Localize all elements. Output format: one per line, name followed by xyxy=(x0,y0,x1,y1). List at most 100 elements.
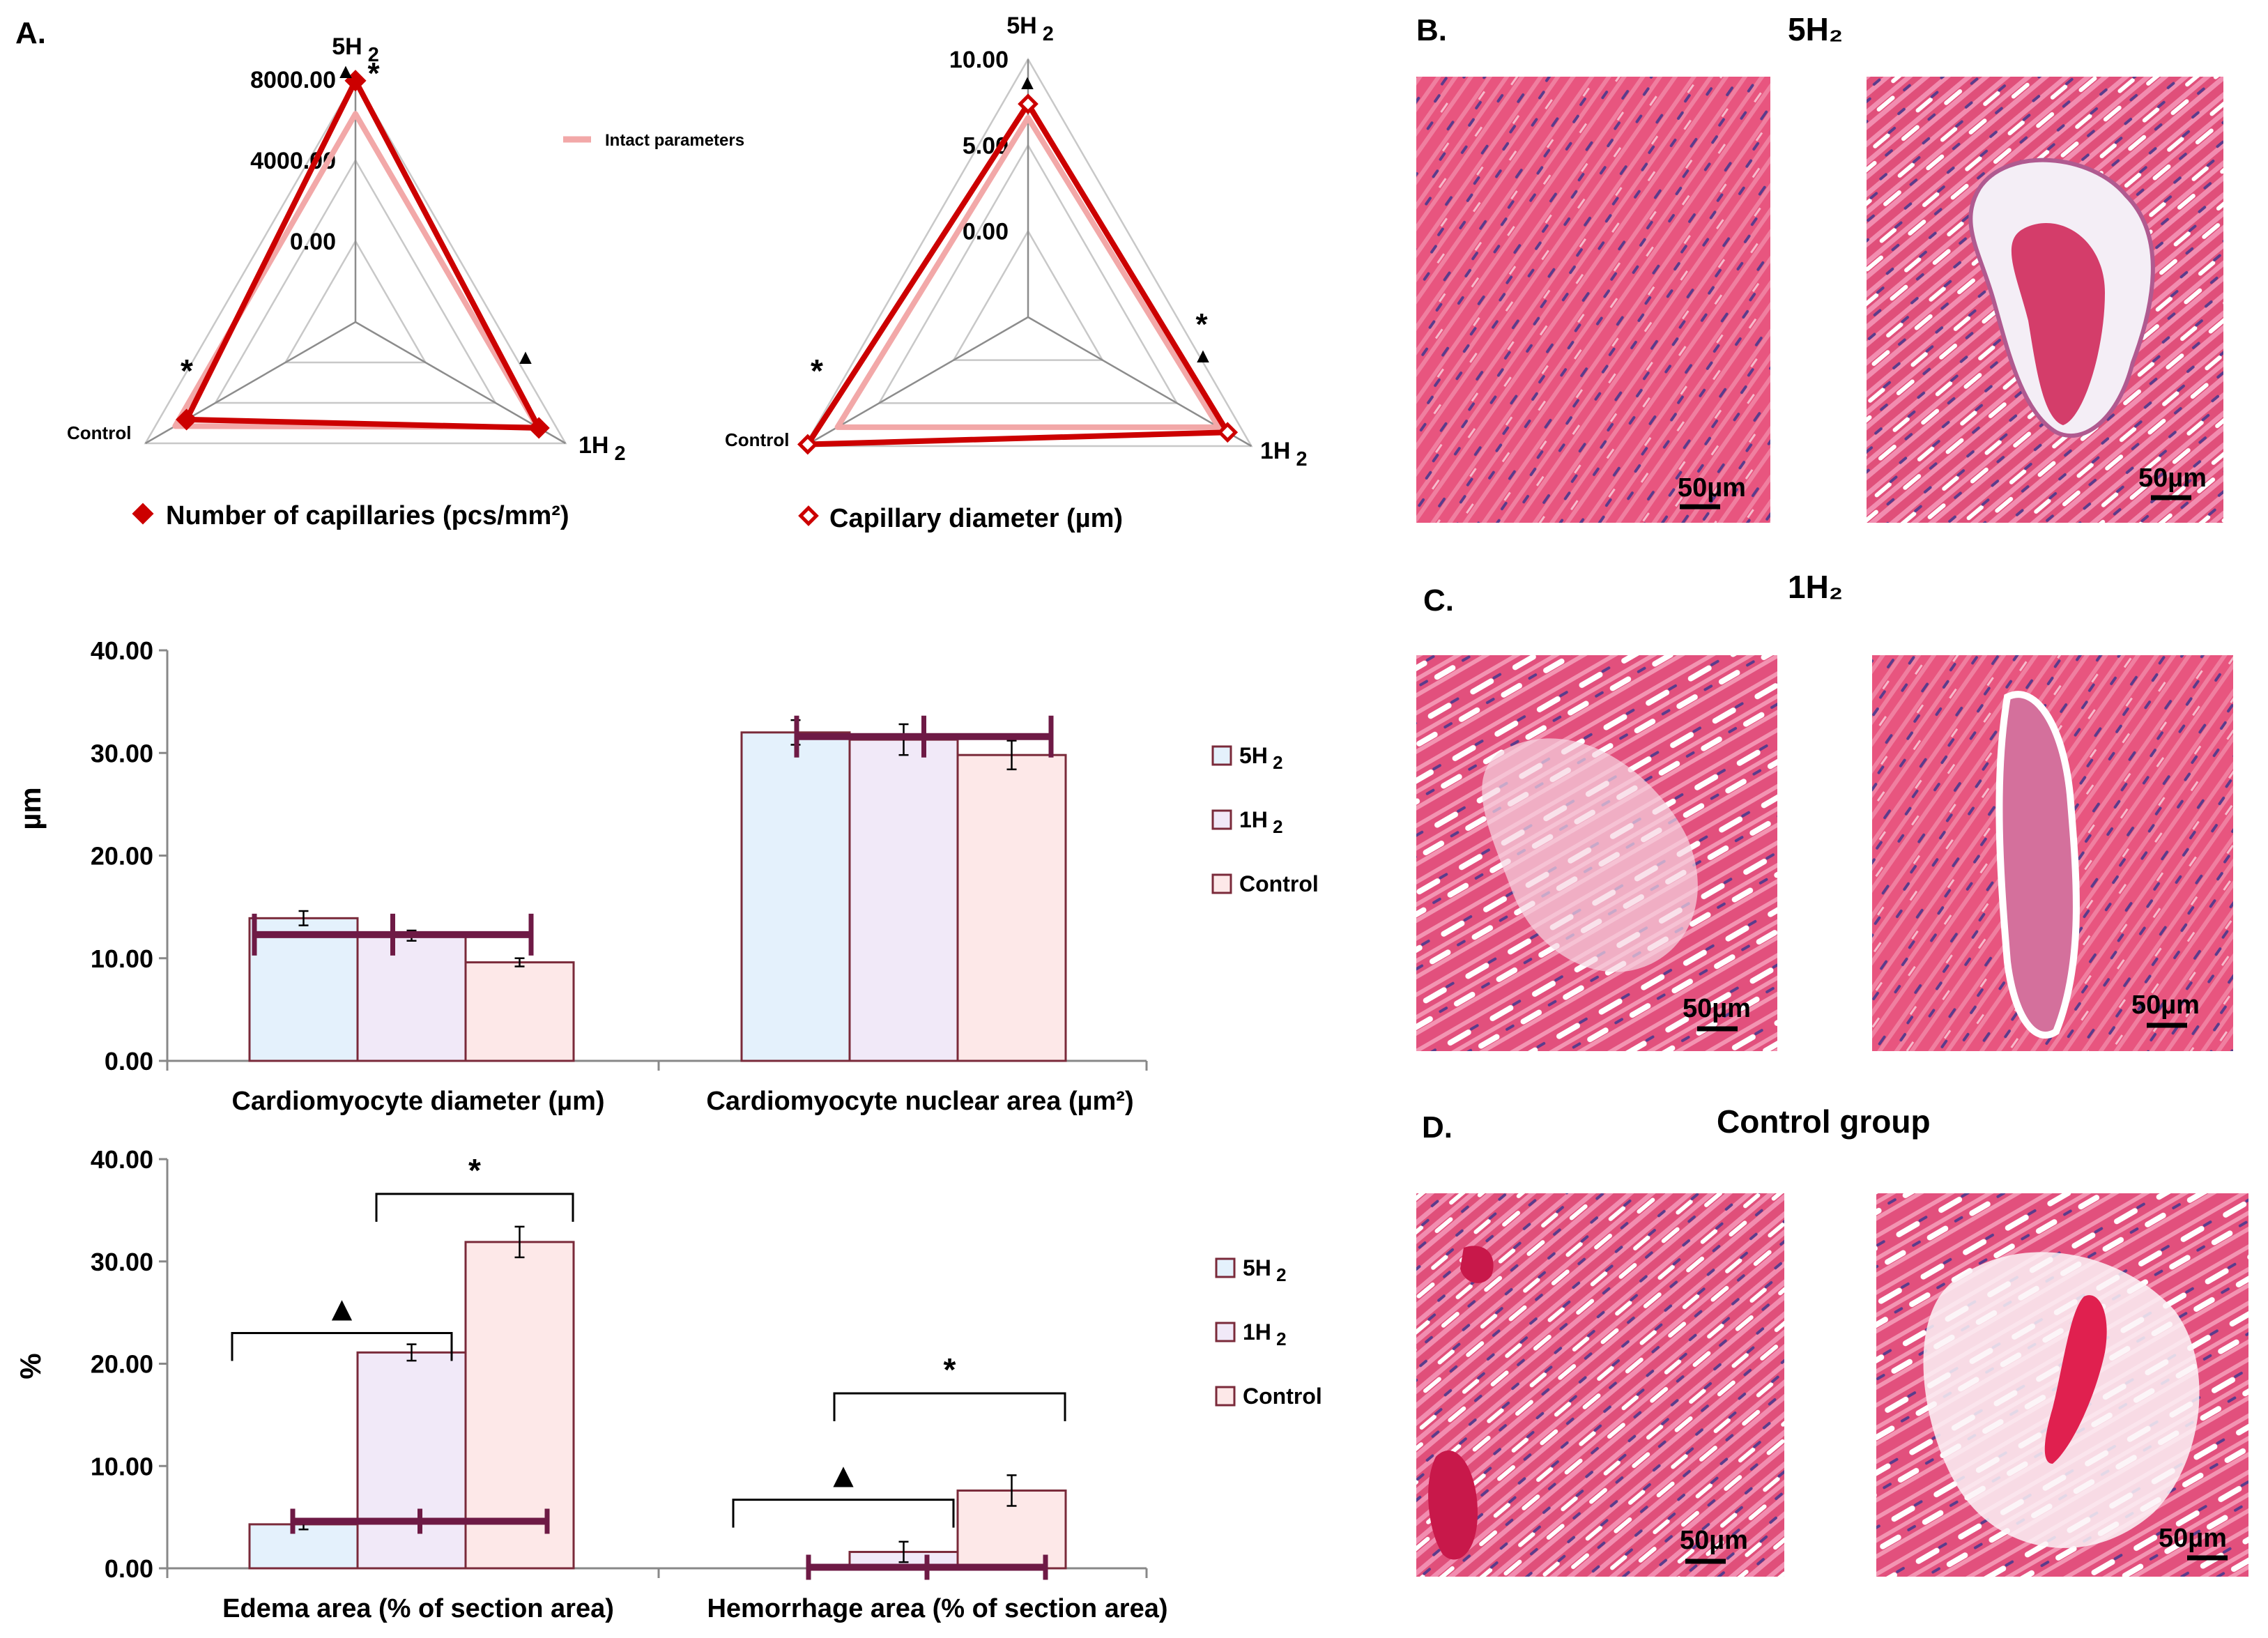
scale-label-d-left: 50µm xyxy=(1680,1526,1748,1555)
scale-label-c-left: 50µm xyxy=(1683,994,1751,1023)
legend-intact-label: Intact parameters xyxy=(605,131,744,150)
significance-marker: ▲ xyxy=(826,1456,861,1495)
legend-label: 1H 2 xyxy=(1243,1319,1287,1349)
y-axis-label: % xyxy=(14,1353,47,1379)
y-tick-label: 40.00 xyxy=(91,636,153,665)
significance-marker: * xyxy=(181,353,193,389)
significance-marker: * xyxy=(944,1352,956,1388)
legend-label: Control xyxy=(1243,1384,1322,1409)
legend-swatch xyxy=(1211,745,1232,766)
scale-label-d-right: 50µm xyxy=(2159,1524,2227,1553)
radar-intact-line xyxy=(834,114,1222,430)
significance-marker: * xyxy=(367,56,380,91)
bar xyxy=(740,731,851,1062)
radar-point xyxy=(1217,422,1239,443)
y-tick-label: 20.00 xyxy=(91,1350,153,1379)
grid-ring-3 xyxy=(803,57,1253,447)
photo-d-hemorrhage xyxy=(1428,1451,1478,1560)
legend-capillary-number-label: Number of capillaries (pcs/mm²) xyxy=(166,501,569,530)
legend-label: 5H 2 xyxy=(1239,743,1283,773)
bar xyxy=(464,961,575,1062)
panel-c-title: 1H₂ xyxy=(1788,569,1843,605)
y-tick-label: 30.00 xyxy=(91,1248,153,1276)
panel-letter-b: B. xyxy=(1416,13,1447,47)
bar xyxy=(464,1241,575,1570)
legend-capillary-number-marker xyxy=(132,503,154,525)
significance-bracket xyxy=(375,1193,574,1222)
histology-panel-d: Control group 50µm 50µm xyxy=(1416,1103,2248,1577)
radar-point xyxy=(176,408,198,431)
significance-bracket xyxy=(231,1331,453,1361)
panel-b-title: 5H₂ xyxy=(1788,11,1843,47)
category-label: Cardiomyocyte nuclear area (µm²) xyxy=(706,1087,1133,1116)
legend-swatch xyxy=(1215,1322,1236,1342)
bar xyxy=(848,738,959,1062)
significance-marker: ▲ xyxy=(325,1289,360,1328)
legend-swatch xyxy=(1211,809,1232,830)
photo-d-hemorrhage-2 xyxy=(1460,1246,1494,1283)
radar-tick-label: 8000.00 xyxy=(250,67,336,93)
bar xyxy=(248,1523,359,1570)
panel-d-title: Control group xyxy=(1717,1103,1931,1140)
category-label: Cardiomyocyte diameter (µm) xyxy=(231,1087,604,1116)
significance-bracket xyxy=(833,1392,1066,1422)
bar xyxy=(956,753,1067,1062)
radar-axis-label: Control xyxy=(725,429,789,450)
significance-marker: * xyxy=(1195,307,1208,342)
grid-ring-2 xyxy=(213,158,498,404)
photo-b-blood xyxy=(2011,223,2105,425)
category-label: Hemorrhage area (% of section area) xyxy=(707,1594,1167,1623)
y-tick-label: 20.00 xyxy=(91,842,153,871)
grid-ring-2 xyxy=(878,143,1179,404)
significance-marker: * xyxy=(811,353,823,389)
radar-intact-line xyxy=(172,111,541,430)
legend-capillary-diameter-marker xyxy=(798,505,819,526)
radar-axis-label: Control xyxy=(67,422,131,443)
radar-axis-label: 1H 2 xyxy=(579,432,626,465)
bar xyxy=(248,917,359,1062)
photo-c-damage xyxy=(1482,738,1698,972)
scale-label-b-left: 50µm xyxy=(1678,473,1746,503)
radar-axis-label: 1H 2 xyxy=(1260,438,1308,470)
y-tick-label: 10.00 xyxy=(91,1452,153,1480)
y-tick-label: 10.00 xyxy=(91,944,153,973)
significance-marker: ▲ xyxy=(515,346,536,369)
panel-letter-c: C. xyxy=(1423,583,1454,618)
legend-swatch xyxy=(1211,873,1232,894)
photo-b-left xyxy=(1416,77,1770,523)
legend-label: 1H 2 xyxy=(1239,807,1283,837)
radar-tick-label: 0.00 xyxy=(963,219,1009,245)
histology-panel-b: 5H₂ 50µm 50µm xyxy=(1416,11,2223,523)
radar-series-line xyxy=(183,77,542,431)
significance-marker: ▲ xyxy=(1193,344,1213,367)
significance-marker: ▲ xyxy=(335,60,356,83)
y-tick-label: 0.00 xyxy=(105,1554,153,1583)
radar-tick-label: 10.00 xyxy=(949,47,1009,73)
y-tick-label: 30.00 xyxy=(91,739,153,767)
legend-swatch xyxy=(1215,1386,1236,1407)
y-tick-label: 40.00 xyxy=(91,1145,153,1174)
radar-point xyxy=(797,434,818,455)
bar xyxy=(356,1351,467,1570)
photo-d-vessel-blood xyxy=(2044,1295,2107,1464)
scale-label-c-right: 50µm xyxy=(2131,990,2200,1020)
radar-point xyxy=(1018,93,1039,114)
grid-ring-1 xyxy=(284,239,427,364)
axis-spoke-2 xyxy=(355,321,567,445)
radar-series-line xyxy=(804,101,1231,447)
significance-marker: ▲ xyxy=(1017,71,1038,94)
bar-chart-cardiomyocyte: 0.00 10.00 20.00 30.00 40.00 µm Cardiomyocyte … xyxy=(14,636,1319,1116)
photo-c-vessel xyxy=(1995,691,2080,1039)
grid-ring-1 xyxy=(952,229,1104,361)
radar-axis-label: 5H 2 xyxy=(1006,13,1054,45)
histology-panel-c: 1H₂ 50µm 50µm xyxy=(1416,569,2233,1051)
grid-ring-3 xyxy=(144,77,567,445)
legend-capillary-diameter-label: Capillary diameter (µm) xyxy=(829,504,1123,533)
y-axis-label: µm xyxy=(14,787,47,830)
category-label: Edema area (% of section area) xyxy=(222,1594,614,1623)
significance-marker: * xyxy=(468,1152,481,1188)
bar-chart-edema-hemorrhage: 0.00 10.00 20.00 30.00 40.00% Edema area (% o… xyxy=(14,1145,1322,1623)
y-tick-label: 0.00 xyxy=(105,1047,153,1076)
